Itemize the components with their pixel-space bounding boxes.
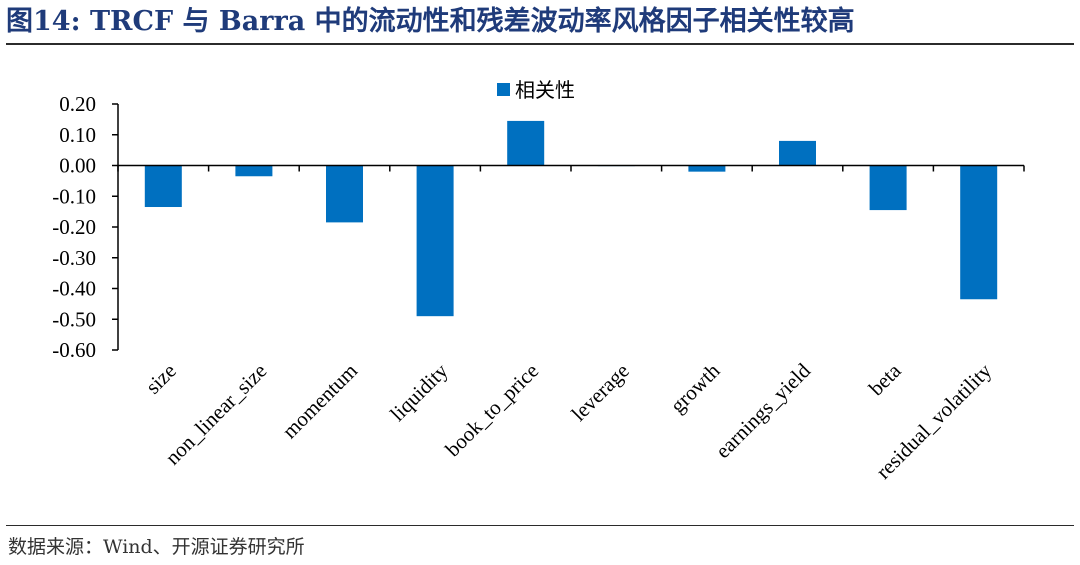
title-divider	[6, 43, 1074, 45]
legend-swatch	[497, 83, 510, 96]
category-label: liquidity	[385, 358, 453, 426]
bar-size	[144, 165, 182, 208]
figure-title: 图14: TRCF 与 Barra 中的流动性和残差波动率风格因子相关性较高	[6, 6, 855, 37]
y-tick-label: -0.40	[52, 277, 96, 301]
category-label: momentum	[277, 359, 362, 444]
y-tick-label: -0.20	[52, 215, 96, 239]
bar-growth	[688, 165, 726, 172]
category-label: beta	[864, 358, 906, 400]
category-label: size	[141, 359, 181, 399]
y-tick-label: -0.60	[52, 338, 96, 362]
bar-book_to_price	[507, 120, 545, 166]
source-divider	[6, 525, 1074, 526]
bar-liquidity	[416, 165, 454, 317]
y-tick-label: 0.20	[59, 92, 96, 116]
y-tick-label: -0.50	[52, 307, 96, 331]
legend-label: 相关性	[515, 78, 575, 102]
category-label: leverage	[567, 359, 634, 426]
y-tick-label: -0.30	[52, 246, 96, 270]
y-tick-label: 0.10	[59, 123, 96, 147]
bar-non_linear_size	[235, 165, 273, 177]
y-tick-label: 0.00	[59, 154, 96, 178]
category-label: earnings_yield	[711, 358, 816, 463]
bar-beta	[869, 165, 907, 211]
source-note: 数据来源：Wind、开源证券研究所	[8, 536, 305, 558]
bar-earnings_yield	[779, 140, 816, 166]
bar-momentum	[326, 165, 363, 223]
category-label: book_to_price	[440, 359, 543, 462]
y-tick-label: -0.10	[52, 184, 96, 208]
bar-residual_volatility	[960, 165, 998, 300]
bar-chart: 0.20 0.10 0.00 -0.10 -0.20 -0.30 -0.40 -0.50 -0.…	[52, 78, 1025, 484]
category-label: growth	[665, 358, 724, 417]
